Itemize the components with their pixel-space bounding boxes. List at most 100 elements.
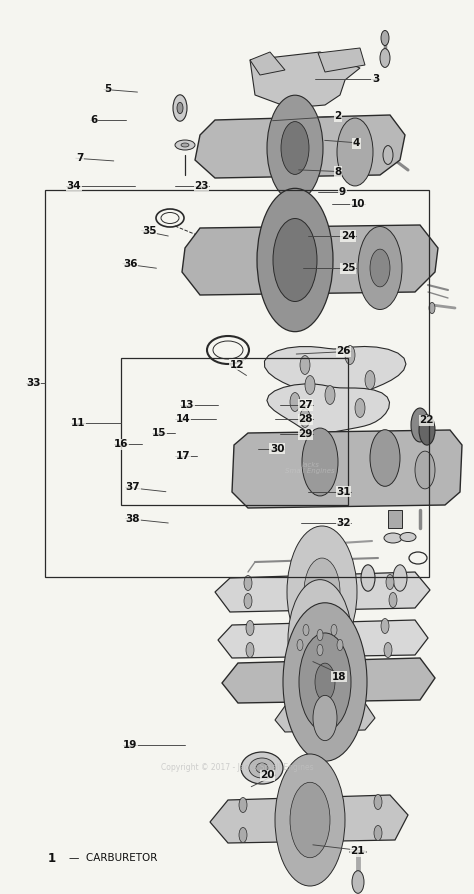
Text: 1: 1 bbox=[47, 852, 55, 864]
Circle shape bbox=[361, 565, 375, 591]
Bar bbox=[45, 190, 429, 577]
Ellipse shape bbox=[384, 533, 402, 543]
Circle shape bbox=[355, 399, 365, 417]
Circle shape bbox=[273, 218, 317, 301]
Circle shape bbox=[244, 576, 252, 591]
Circle shape bbox=[239, 797, 247, 813]
Text: 17: 17 bbox=[175, 451, 190, 461]
Text: 29: 29 bbox=[299, 429, 313, 440]
Polygon shape bbox=[250, 52, 285, 75]
Circle shape bbox=[244, 594, 252, 609]
Circle shape bbox=[411, 408, 429, 442]
Text: 25: 25 bbox=[341, 263, 356, 274]
Text: 6: 6 bbox=[90, 114, 97, 125]
Text: 36: 36 bbox=[123, 258, 138, 269]
Circle shape bbox=[302, 428, 338, 496]
Text: 32: 32 bbox=[336, 518, 351, 528]
Polygon shape bbox=[275, 703, 375, 732]
Text: 21: 21 bbox=[350, 846, 365, 856]
Text: Jacks
Small Engines: Jacks Small Engines bbox=[285, 461, 335, 475]
Circle shape bbox=[299, 633, 351, 731]
Circle shape bbox=[305, 375, 315, 394]
Circle shape bbox=[389, 593, 397, 608]
Circle shape bbox=[281, 122, 309, 174]
Polygon shape bbox=[318, 48, 365, 72]
Polygon shape bbox=[210, 795, 408, 843]
Polygon shape bbox=[215, 572, 430, 612]
Circle shape bbox=[381, 619, 389, 634]
Circle shape bbox=[337, 639, 343, 651]
Ellipse shape bbox=[256, 763, 268, 773]
Polygon shape bbox=[182, 225, 438, 295]
Circle shape bbox=[381, 30, 389, 46]
Polygon shape bbox=[222, 658, 435, 703]
Circle shape bbox=[429, 302, 435, 314]
Circle shape bbox=[374, 795, 382, 810]
Circle shape bbox=[419, 415, 435, 445]
Circle shape bbox=[246, 620, 254, 636]
Polygon shape bbox=[195, 115, 405, 178]
Text: 38: 38 bbox=[126, 513, 140, 524]
Text: 7: 7 bbox=[76, 153, 83, 164]
Text: 18: 18 bbox=[331, 671, 346, 682]
Text: 37: 37 bbox=[126, 482, 140, 493]
Bar bbox=[388, 510, 402, 528]
Circle shape bbox=[300, 409, 310, 427]
Circle shape bbox=[290, 392, 300, 411]
Text: 35: 35 bbox=[142, 225, 157, 236]
Text: 34: 34 bbox=[66, 181, 81, 191]
Circle shape bbox=[383, 146, 393, 164]
Polygon shape bbox=[264, 347, 406, 397]
Bar bbox=[121, 358, 348, 505]
Text: 20: 20 bbox=[260, 770, 275, 780]
Polygon shape bbox=[250, 52, 360, 108]
Text: Copyright © 2017 - Jacks Small Engines: Copyright © 2017 - Jacks Small Engines bbox=[161, 763, 313, 772]
Circle shape bbox=[283, 603, 367, 761]
Text: 10: 10 bbox=[350, 198, 365, 209]
Text: 13: 13 bbox=[180, 400, 195, 410]
Text: 33: 33 bbox=[26, 377, 41, 388]
Circle shape bbox=[415, 451, 435, 489]
Circle shape bbox=[267, 95, 323, 201]
Text: 23: 23 bbox=[194, 181, 209, 191]
Text: 4: 4 bbox=[353, 138, 360, 148]
Circle shape bbox=[325, 385, 335, 404]
Circle shape bbox=[257, 189, 333, 332]
Text: 5: 5 bbox=[104, 84, 111, 95]
Circle shape bbox=[331, 624, 337, 636]
Circle shape bbox=[287, 526, 357, 658]
Text: 27: 27 bbox=[298, 400, 313, 410]
Circle shape bbox=[290, 782, 330, 857]
Circle shape bbox=[304, 558, 340, 626]
Circle shape bbox=[393, 565, 407, 591]
Circle shape bbox=[300, 356, 310, 375]
Circle shape bbox=[313, 696, 337, 740]
Polygon shape bbox=[267, 384, 390, 434]
Text: 3: 3 bbox=[372, 73, 379, 84]
Ellipse shape bbox=[241, 752, 283, 784]
Circle shape bbox=[370, 249, 390, 287]
Text: 16: 16 bbox=[114, 439, 128, 450]
Circle shape bbox=[380, 48, 390, 67]
Ellipse shape bbox=[175, 140, 195, 150]
Circle shape bbox=[370, 430, 400, 486]
Circle shape bbox=[317, 629, 323, 641]
Text: 15: 15 bbox=[152, 427, 166, 438]
Text: 22: 22 bbox=[419, 415, 434, 426]
Circle shape bbox=[345, 346, 355, 365]
Circle shape bbox=[337, 118, 373, 186]
Circle shape bbox=[315, 663, 335, 701]
Circle shape bbox=[246, 643, 254, 658]
Text: 2: 2 bbox=[334, 111, 341, 122]
Text: 31: 31 bbox=[336, 486, 351, 497]
Circle shape bbox=[384, 643, 392, 658]
Circle shape bbox=[365, 371, 375, 390]
Ellipse shape bbox=[400, 533, 416, 542]
Circle shape bbox=[303, 624, 309, 636]
Text: —  CARBURETOR: — CARBURETOR bbox=[69, 853, 157, 864]
Text: 9: 9 bbox=[339, 187, 346, 198]
Circle shape bbox=[358, 226, 402, 309]
Circle shape bbox=[352, 871, 364, 893]
Text: 11: 11 bbox=[71, 417, 86, 428]
Ellipse shape bbox=[249, 758, 275, 778]
